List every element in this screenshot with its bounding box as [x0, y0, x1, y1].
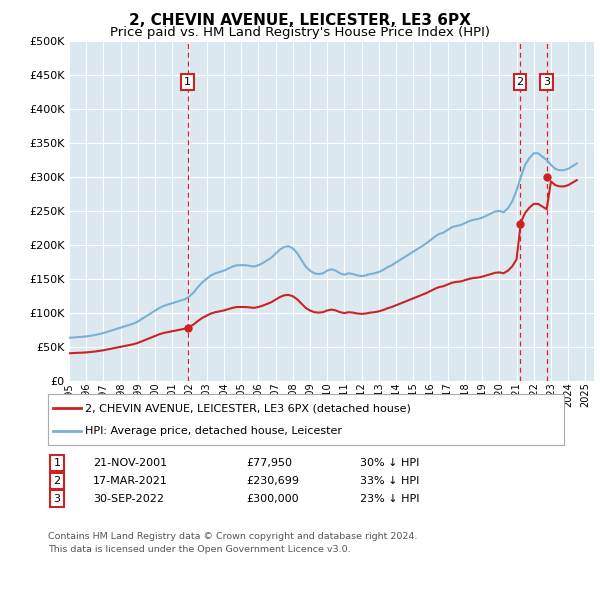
- Text: Contains HM Land Registry data © Crown copyright and database right 2024.
This d: Contains HM Land Registry data © Crown c…: [48, 532, 418, 553]
- Text: 3: 3: [543, 77, 550, 87]
- Text: £230,699: £230,699: [246, 476, 299, 486]
- Text: £300,000: £300,000: [246, 494, 299, 503]
- Text: 1: 1: [53, 458, 61, 468]
- Text: 21-NOV-2001: 21-NOV-2001: [93, 458, 167, 468]
- Text: 2, CHEVIN AVENUE, LEICESTER, LE3 6PX (detached house): 2, CHEVIN AVENUE, LEICESTER, LE3 6PX (de…: [85, 403, 411, 413]
- Text: 2: 2: [53, 476, 61, 486]
- Text: 33% ↓ HPI: 33% ↓ HPI: [360, 476, 419, 486]
- Text: HPI: Average price, detached house, Leicester: HPI: Average price, detached house, Leic…: [85, 426, 342, 436]
- Text: 2: 2: [517, 77, 524, 87]
- Text: 2, CHEVIN AVENUE, LEICESTER, LE3 6PX: 2, CHEVIN AVENUE, LEICESTER, LE3 6PX: [129, 13, 471, 28]
- Text: 3: 3: [53, 494, 61, 503]
- Text: Price paid vs. HM Land Registry's House Price Index (HPI): Price paid vs. HM Land Registry's House …: [110, 26, 490, 39]
- Text: 1: 1: [184, 77, 191, 87]
- Text: 23% ↓ HPI: 23% ↓ HPI: [360, 494, 419, 503]
- Text: 30-SEP-2022: 30-SEP-2022: [93, 494, 164, 503]
- Text: 30% ↓ HPI: 30% ↓ HPI: [360, 458, 419, 468]
- Text: £77,950: £77,950: [246, 458, 292, 468]
- Text: 17-MAR-2021: 17-MAR-2021: [93, 476, 168, 486]
